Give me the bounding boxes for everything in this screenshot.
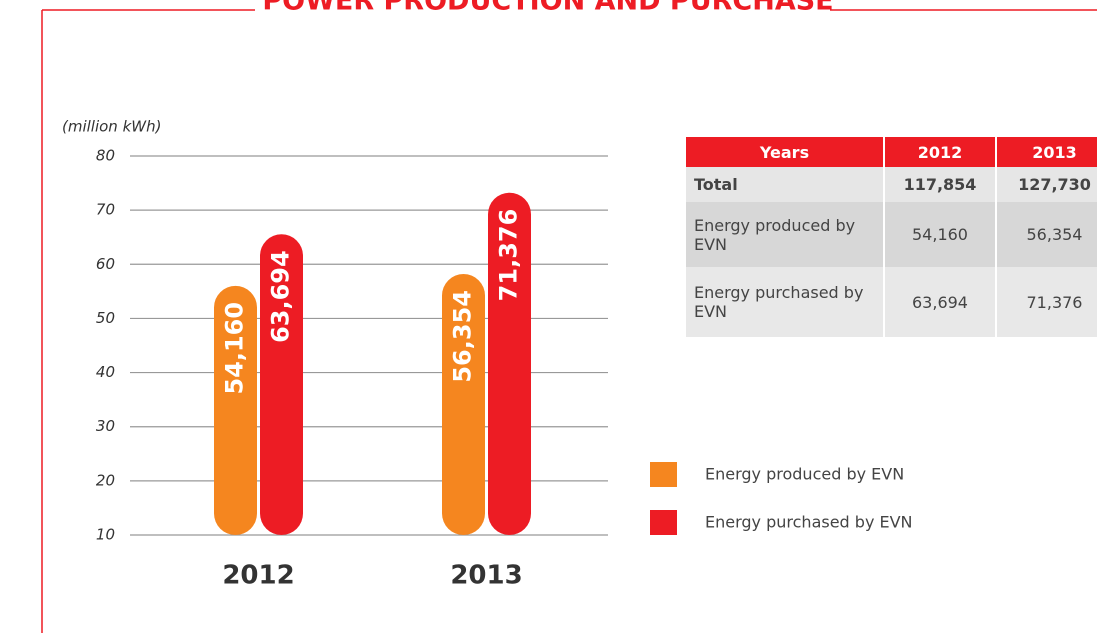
header-cell: 2013 <box>997 137 1097 167</box>
bar <box>442 274 485 535</box>
value-label: 63,694 <box>267 250 295 343</box>
legend-label: Energy purchased by EVN <box>705 513 913 532</box>
cell: 127,730 <box>997 167 1097 202</box>
cell: Energy purchased by EVN <box>686 267 883 337</box>
x-tick-label: 2013 <box>450 561 522 591</box>
y-tick-label: 40 <box>96 363 115 381</box>
chart-title: POWER PRODUCTION AND PURCHASE <box>262 0 833 17</box>
cell: 117,854 <box>885 167 995 202</box>
y-axis-label: (million kWh) <box>62 118 161 136</box>
table: Years 2012 2013 Total 117,854 127,730 Energy… <box>686 137 1097 337</box>
bar <box>260 234 303 535</box>
y-tick-label: 50 <box>96 309 115 327</box>
cell: Energy produced by EVN <box>686 202 883 267</box>
cell: 71,376 <box>997 267 1097 337</box>
bar <box>214 285 257 535</box>
cell: 54,160 <box>885 202 995 267</box>
header-cell: 2012 <box>885 137 995 167</box>
legend-label: Energy produced by EVN <box>705 465 904 484</box>
cell: Total <box>686 167 883 202</box>
y-tick-label: 80 <box>96 147 115 165</box>
data-table: Years 2012 2013 Total 117,854 127,730 Energy… <box>686 137 1097 337</box>
y-tick-label: 20 <box>96 471 115 489</box>
legend-swatch <box>650 462 677 487</box>
y-tick-label: 30 <box>96 417 115 435</box>
header-cell: Years <box>686 137 883 167</box>
value-label: 71,376 <box>495 209 523 302</box>
x-tick-label: 2012 <box>222 561 294 591</box>
cell: 56,354 <box>997 202 1097 267</box>
value-label: 54,160 <box>221 302 249 395</box>
cell: 63,694 <box>885 267 995 337</box>
y-tick-label: 10 <box>96 526 115 544</box>
value-label: 56,354 <box>449 290 477 383</box>
legend-swatch <box>650 510 677 535</box>
bar <box>488 192 531 535</box>
y-tick-label: 60 <box>96 255 115 273</box>
y-tick-label: 70 <box>96 201 115 219</box>
